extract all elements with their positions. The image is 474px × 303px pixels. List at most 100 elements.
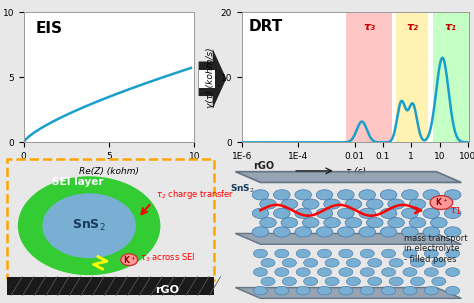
Circle shape xyxy=(304,258,318,267)
Circle shape xyxy=(252,190,269,200)
Circle shape xyxy=(424,286,438,295)
Circle shape xyxy=(339,249,353,258)
Circle shape xyxy=(316,190,333,200)
Circle shape xyxy=(424,268,438,276)
Circle shape xyxy=(380,227,397,237)
Bar xyxy=(396,12,428,142)
Circle shape xyxy=(345,199,362,209)
Circle shape xyxy=(346,277,360,286)
Circle shape xyxy=(296,268,310,276)
Circle shape xyxy=(302,218,319,228)
Circle shape xyxy=(359,190,375,200)
Circle shape xyxy=(302,199,319,209)
Circle shape xyxy=(430,218,447,228)
Circle shape xyxy=(446,268,460,276)
Bar xyxy=(346,12,392,142)
Circle shape xyxy=(401,227,418,237)
Circle shape xyxy=(273,208,290,218)
Text: K$^+$: K$^+$ xyxy=(435,197,448,208)
Circle shape xyxy=(409,199,426,209)
Text: $\tau_1$: $\tau_1$ xyxy=(449,205,462,217)
Text: τ₁: τ₁ xyxy=(445,22,457,32)
Circle shape xyxy=(261,277,275,286)
Circle shape xyxy=(359,227,375,237)
Circle shape xyxy=(275,286,289,295)
Text: DRT: DRT xyxy=(248,19,283,34)
Circle shape xyxy=(324,199,340,209)
Circle shape xyxy=(403,286,417,295)
Circle shape xyxy=(401,208,418,218)
Text: mass transport
in electrolyte
- filled pores: mass transport in electrolyte - filled p… xyxy=(404,234,467,264)
Circle shape xyxy=(409,218,426,228)
Circle shape xyxy=(430,196,453,209)
Circle shape xyxy=(360,286,374,295)
Text: τ₃: τ₃ xyxy=(363,22,375,32)
Circle shape xyxy=(261,258,275,267)
Circle shape xyxy=(382,286,396,295)
Circle shape xyxy=(446,286,460,295)
Circle shape xyxy=(254,249,267,258)
Circle shape xyxy=(403,249,417,258)
Circle shape xyxy=(304,277,318,286)
Circle shape xyxy=(283,277,296,286)
Circle shape xyxy=(273,190,290,200)
Text: $\tau_3$ across SEI: $\tau_3$ across SEI xyxy=(140,252,196,265)
Circle shape xyxy=(432,277,446,286)
Circle shape xyxy=(403,268,417,276)
FancyArrow shape xyxy=(199,49,226,109)
Polygon shape xyxy=(235,288,461,298)
Circle shape xyxy=(423,227,439,237)
Circle shape xyxy=(382,268,396,276)
Circle shape xyxy=(444,227,461,237)
X-axis label: τ (s): τ (s) xyxy=(346,167,365,176)
Polygon shape xyxy=(235,233,461,244)
Circle shape xyxy=(324,218,340,228)
Circle shape xyxy=(339,286,353,295)
Circle shape xyxy=(444,208,461,218)
Circle shape xyxy=(318,286,331,295)
Circle shape xyxy=(295,190,311,200)
Circle shape xyxy=(444,190,461,200)
Circle shape xyxy=(424,249,438,258)
Text: SnS$_2$: SnS$_2$ xyxy=(230,183,255,195)
Circle shape xyxy=(295,227,311,237)
Circle shape xyxy=(337,227,354,237)
Circle shape xyxy=(359,208,375,218)
Circle shape xyxy=(260,218,276,228)
Text: rGO: rGO xyxy=(253,161,274,171)
Bar xyxy=(432,12,469,142)
Text: τ₂: τ₂ xyxy=(406,22,418,32)
Circle shape xyxy=(382,249,396,258)
Circle shape xyxy=(318,268,331,276)
Text: SnS$_2$: SnS$_2$ xyxy=(73,218,106,233)
Circle shape xyxy=(360,268,374,276)
Circle shape xyxy=(366,218,383,228)
Circle shape xyxy=(325,277,339,286)
Circle shape xyxy=(366,199,383,209)
Circle shape xyxy=(368,258,382,267)
Text: EIS: EIS xyxy=(36,21,63,36)
Circle shape xyxy=(388,218,404,228)
Circle shape xyxy=(254,286,267,295)
Circle shape xyxy=(380,208,397,218)
Circle shape xyxy=(446,249,460,258)
Text: $\tau_2$ charge transfer: $\tau_2$ charge transfer xyxy=(156,188,234,201)
Circle shape xyxy=(380,190,397,200)
FancyBboxPatch shape xyxy=(199,70,215,88)
Circle shape xyxy=(121,254,137,266)
Text: SEI layer: SEI layer xyxy=(52,178,104,188)
Circle shape xyxy=(281,218,298,228)
Circle shape xyxy=(368,277,382,286)
Circle shape xyxy=(360,249,374,258)
Circle shape xyxy=(283,258,296,267)
Circle shape xyxy=(410,277,425,286)
Circle shape xyxy=(423,190,439,200)
Circle shape xyxy=(337,208,354,218)
Circle shape xyxy=(275,268,289,276)
Circle shape xyxy=(18,176,160,275)
Circle shape xyxy=(401,190,418,200)
Circle shape xyxy=(389,258,403,267)
Text: rGO: rGO xyxy=(155,285,179,295)
Y-axis label: γ(τ) (kohm/s): γ(τ) (kohm/s) xyxy=(206,47,215,108)
Circle shape xyxy=(275,249,289,258)
